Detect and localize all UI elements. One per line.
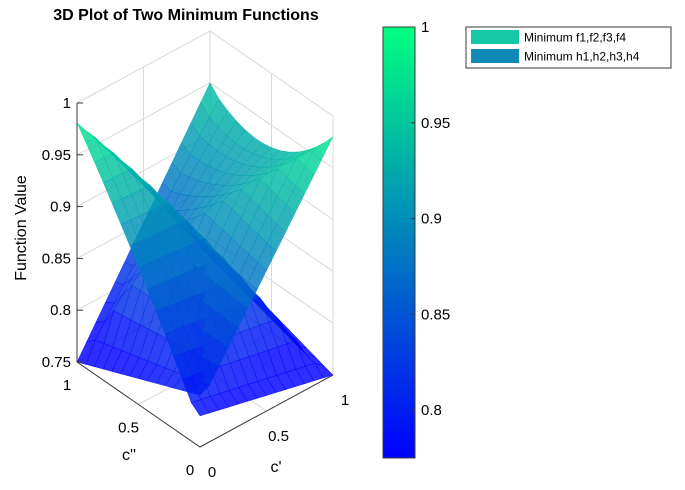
- surface-plot: [76, 82, 334, 417]
- floor-axes: [76, 361, 334, 448]
- z-tick-label: 0.85: [42, 250, 71, 267]
- surface-patch-f: [190, 381, 210, 396]
- y-tick-label: 0: [186, 462, 194, 479]
- z-axis-label: Function Value: [13, 175, 30, 281]
- colorbar: [382, 26, 416, 459]
- legend-label-f: Minimum f1,f2,f3,f4: [524, 31, 626, 45]
- z-tick-label: 0.9: [50, 199, 71, 216]
- z-tick-label: 0.95: [42, 147, 71, 164]
- y-axis-label: c'': [122, 447, 136, 464]
- y-tick-label: 0.5: [118, 420, 139, 437]
- z-tick-label: 0.75: [42, 354, 71, 371]
- x-axis-label: c': [270, 459, 281, 476]
- chart-title: 3D Plot of Two Minimum Functions: [53, 7, 319, 24]
- surface-patch-h: [190, 399, 210, 417]
- colorbar-tick-label: 0.8: [421, 402, 442, 419]
- colorbar-tick-label: 0.9: [421, 211, 442, 228]
- colorbar-ticks: 0.8 0.85 0.9 0.95 1: [411, 19, 450, 419]
- legend-swatch-h: [471, 49, 519, 63]
- legend-label-h: Minimum h1,h2,h3,h4: [524, 50, 640, 64]
- colorbar-tick-label: 0.85: [421, 306, 450, 323]
- axes-lines: [76, 103, 334, 448]
- colorbar-tick-label: 0.95: [421, 115, 450, 132]
- legend: Minimum f1,f2,f3,f4 Minimum h1,h2,h3,h4: [465, 26, 672, 69]
- legend-swatch-f: [471, 30, 519, 44]
- axis-ticks: 0.75 0.8 0.85 0.9 0.95 1 0 0.5 1 0 0.5 1: [42, 95, 349, 481]
- x-tick-label: 0: [208, 464, 216, 481]
- y-tick-label: 1: [63, 377, 71, 394]
- colorbar-tick-label: 1: [421, 19, 429, 36]
- x-tick-label: 0.5: [268, 428, 289, 445]
- z-tick-label: 0.8: [50, 302, 71, 319]
- z-tick-label: 1: [63, 95, 71, 112]
- x-tick-label: 1: [341, 392, 349, 409]
